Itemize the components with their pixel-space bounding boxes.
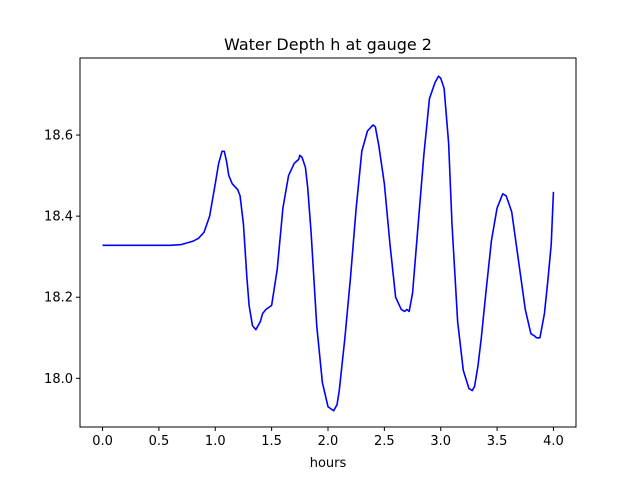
x-axis: 0.0 0.5 1.0 1.5 2.0 2.5 3.0 3.5 4.0 — [92, 427, 564, 449]
y-axis: 18.0 18.2 18.4 18.6 — [44, 129, 80, 387]
y-tick-label: 18.2 — [44, 291, 73, 306]
y-tick-label: 18.4 — [44, 210, 73, 225]
x-tick-label: 2.5 — [374, 434, 395, 449]
axes-frame — [79, 57, 577, 428]
x-tick-label: 3.0 — [430, 434, 451, 449]
y-tick-label: 18.6 — [44, 129, 73, 144]
y-tick-label: 18.0 — [44, 372, 73, 387]
x-tick-label: 1.0 — [205, 434, 226, 449]
x-tick-label: 2.0 — [318, 434, 339, 449]
x-tick-label: 4.0 — [543, 434, 564, 449]
chart-title: Water Depth h at gauge 2 — [224, 35, 432, 54]
x-tick-label: 0.0 — [92, 434, 113, 449]
x-tick-label: 1.5 — [261, 434, 282, 449]
series-line-0 — [102, 75, 555, 412]
x-tick-label: 3.5 — [487, 434, 508, 449]
plot-area — [102, 75, 555, 412]
x-axis-label: hours — [310, 456, 347, 471]
x-tick-label: 0.5 — [149, 434, 170, 449]
